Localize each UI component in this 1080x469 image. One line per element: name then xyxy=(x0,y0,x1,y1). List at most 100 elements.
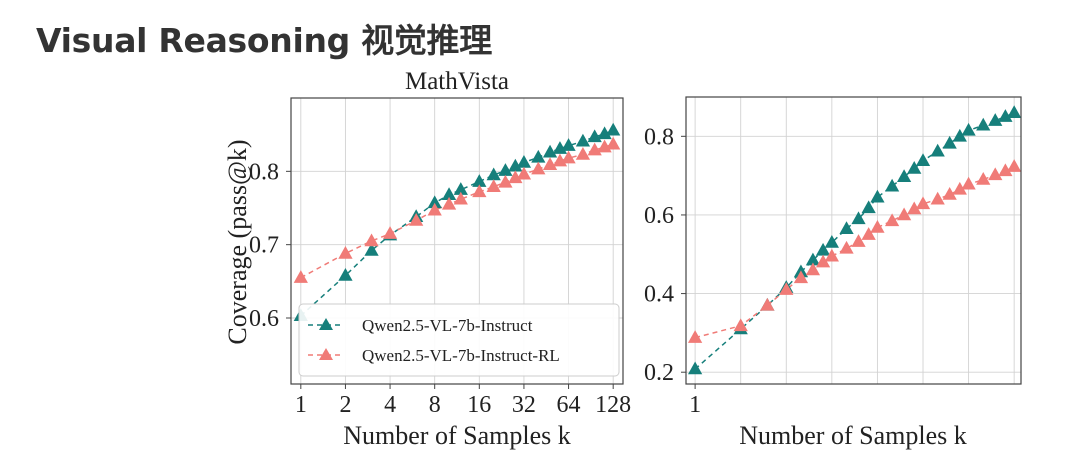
data-point-series-1 xyxy=(531,149,546,163)
x-tick-label: 4 xyxy=(384,392,396,418)
chart-second: 1 0.2 0.4 0.6 0.8 Number of Samples k xyxy=(644,96,1022,450)
data-point-series-1 xyxy=(687,361,703,375)
data-point-series-2 xyxy=(884,213,900,227)
data-point-series-1 xyxy=(824,234,839,248)
data-point-series-2 xyxy=(824,248,839,262)
data-point-series-2 xyxy=(409,212,424,226)
data-point-series-1 xyxy=(427,195,442,209)
data-point-series-2 xyxy=(472,184,487,198)
data-point-series-1 xyxy=(976,117,991,131)
chart-1-y-ticks: 0.6 0.7 0.8 xyxy=(249,159,291,332)
x-tick-label: 64 xyxy=(557,392,581,418)
data-point-series-2 xyxy=(575,146,591,160)
data-point-series-1 xyxy=(907,161,922,174)
series-line-2 xyxy=(694,165,1015,339)
data-point-series-1 xyxy=(805,252,821,266)
data-point-series-2 xyxy=(952,181,967,195)
data-point-series-1 xyxy=(364,243,379,256)
data-point-series-1 xyxy=(839,221,854,234)
data-point-series-2 xyxy=(441,196,457,210)
data-point-series-1 xyxy=(815,242,831,256)
data-point-series-1 xyxy=(606,122,621,136)
data-point-series-2 xyxy=(915,196,931,210)
data-point-series-2 xyxy=(930,191,945,205)
legend-label-instruct: Qwen2.5-VL-7b-Instruct xyxy=(362,316,533,335)
chart-1-y-axis-label: Coverage (pass@k) xyxy=(223,139,252,344)
data-point-series-1 xyxy=(988,113,1003,126)
data-point-series-1 xyxy=(561,138,576,151)
chart-1-plot-frame xyxy=(290,97,624,385)
chart-1-x-ticks: 1 2 4 8 16 32 64 128 xyxy=(295,384,631,418)
data-point-series-2 xyxy=(561,150,576,164)
x-tick-label: 16 xyxy=(467,392,491,418)
data-point-series-1 xyxy=(575,133,591,147)
legend-label-instruct-rl: Qwen2.5-VL-7b-Instruct-RL xyxy=(362,346,560,365)
data-point-series-1 xyxy=(441,187,457,201)
data-point-series-2 xyxy=(805,262,821,276)
data-point-series-2 xyxy=(870,220,885,233)
data-point-series-2 xyxy=(687,330,703,343)
data-point-series-1 xyxy=(1007,105,1022,118)
data-point-series-2 xyxy=(516,166,532,180)
data-point-series-2 xyxy=(498,174,513,188)
y-tick-label: 0.7 xyxy=(249,233,279,259)
data-point-series-1 xyxy=(851,211,866,225)
data-point-series-2 xyxy=(531,161,546,175)
data-point-series-1 xyxy=(861,200,876,214)
chart-2-grid xyxy=(686,97,1021,384)
chart-2-plot-frame xyxy=(685,96,1022,385)
data-point-series-1 xyxy=(942,135,957,149)
data-point-series-2 xyxy=(606,136,621,150)
data-point-series-2 xyxy=(998,163,1013,177)
data-point-series-2 xyxy=(861,227,876,240)
data-point-series-2 xyxy=(760,297,775,311)
data-point-series-2 xyxy=(851,234,866,247)
data-point-series-1 xyxy=(930,143,945,157)
data-point-series-2 xyxy=(988,167,1003,181)
x-tick-label: 2 xyxy=(339,392,351,418)
data-point-series-2 xyxy=(779,282,794,295)
x-tick-label: 32 xyxy=(512,392,536,418)
data-point-series-2 xyxy=(338,245,353,259)
legend-entry-instruct-rl: Qwen2.5-VL-7b-Instruct-RL xyxy=(308,346,560,365)
data-point-series-1 xyxy=(952,128,967,142)
chart-2-x-ticks: 1 xyxy=(689,384,701,418)
chart-1-markers xyxy=(293,122,621,322)
data-point-series-2 xyxy=(907,201,922,215)
data-point-series-1 xyxy=(597,126,612,140)
data-point-series-2 xyxy=(815,254,831,268)
legend-marker-instruct-rl xyxy=(319,348,333,360)
data-point-series-2 xyxy=(896,207,912,221)
y-tick-label: 0.6 xyxy=(644,203,674,229)
chart-1-title: MathVista xyxy=(405,68,509,95)
chart-2-markers xyxy=(687,105,1022,375)
y-tick-label: 0.6 xyxy=(249,306,279,332)
data-point-series-2 xyxy=(382,226,398,239)
data-point-series-2 xyxy=(839,240,854,254)
data-point-series-2 xyxy=(293,270,308,283)
data-point-series-2 xyxy=(793,270,809,284)
data-point-series-2 xyxy=(486,179,501,192)
data-point-series-2 xyxy=(961,176,976,190)
data-point-series-2 xyxy=(942,187,957,200)
data-point-series-1 xyxy=(870,189,885,203)
data-point-series-1 xyxy=(961,122,976,136)
slide-title: Visual Reasoning 视觉推理 xyxy=(36,21,492,60)
data-point-series-1 xyxy=(516,155,532,168)
chart-1-legend: Qwen2.5-VL-7b-Instruct Qwen2.5-VL-7b-Ins… xyxy=(298,303,620,377)
data-point-series-1 xyxy=(542,144,558,158)
data-point-series-2 xyxy=(508,170,523,184)
y-tick-label: 0.8 xyxy=(644,124,674,150)
data-point-series-2 xyxy=(976,172,991,185)
y-tick-label: 0.8 xyxy=(249,159,279,185)
data-point-series-1 xyxy=(896,169,912,183)
data-point-series-1 xyxy=(453,182,468,195)
y-tick-label: 0.4 xyxy=(644,282,674,308)
data-point-series-2 xyxy=(1007,159,1022,172)
data-point-series-1 xyxy=(508,158,523,172)
x-tick-label: 128 xyxy=(595,392,631,418)
data-point-series-2 xyxy=(364,233,379,247)
data-point-series-1 xyxy=(884,178,900,192)
x-tick-label: 1 xyxy=(689,392,701,418)
